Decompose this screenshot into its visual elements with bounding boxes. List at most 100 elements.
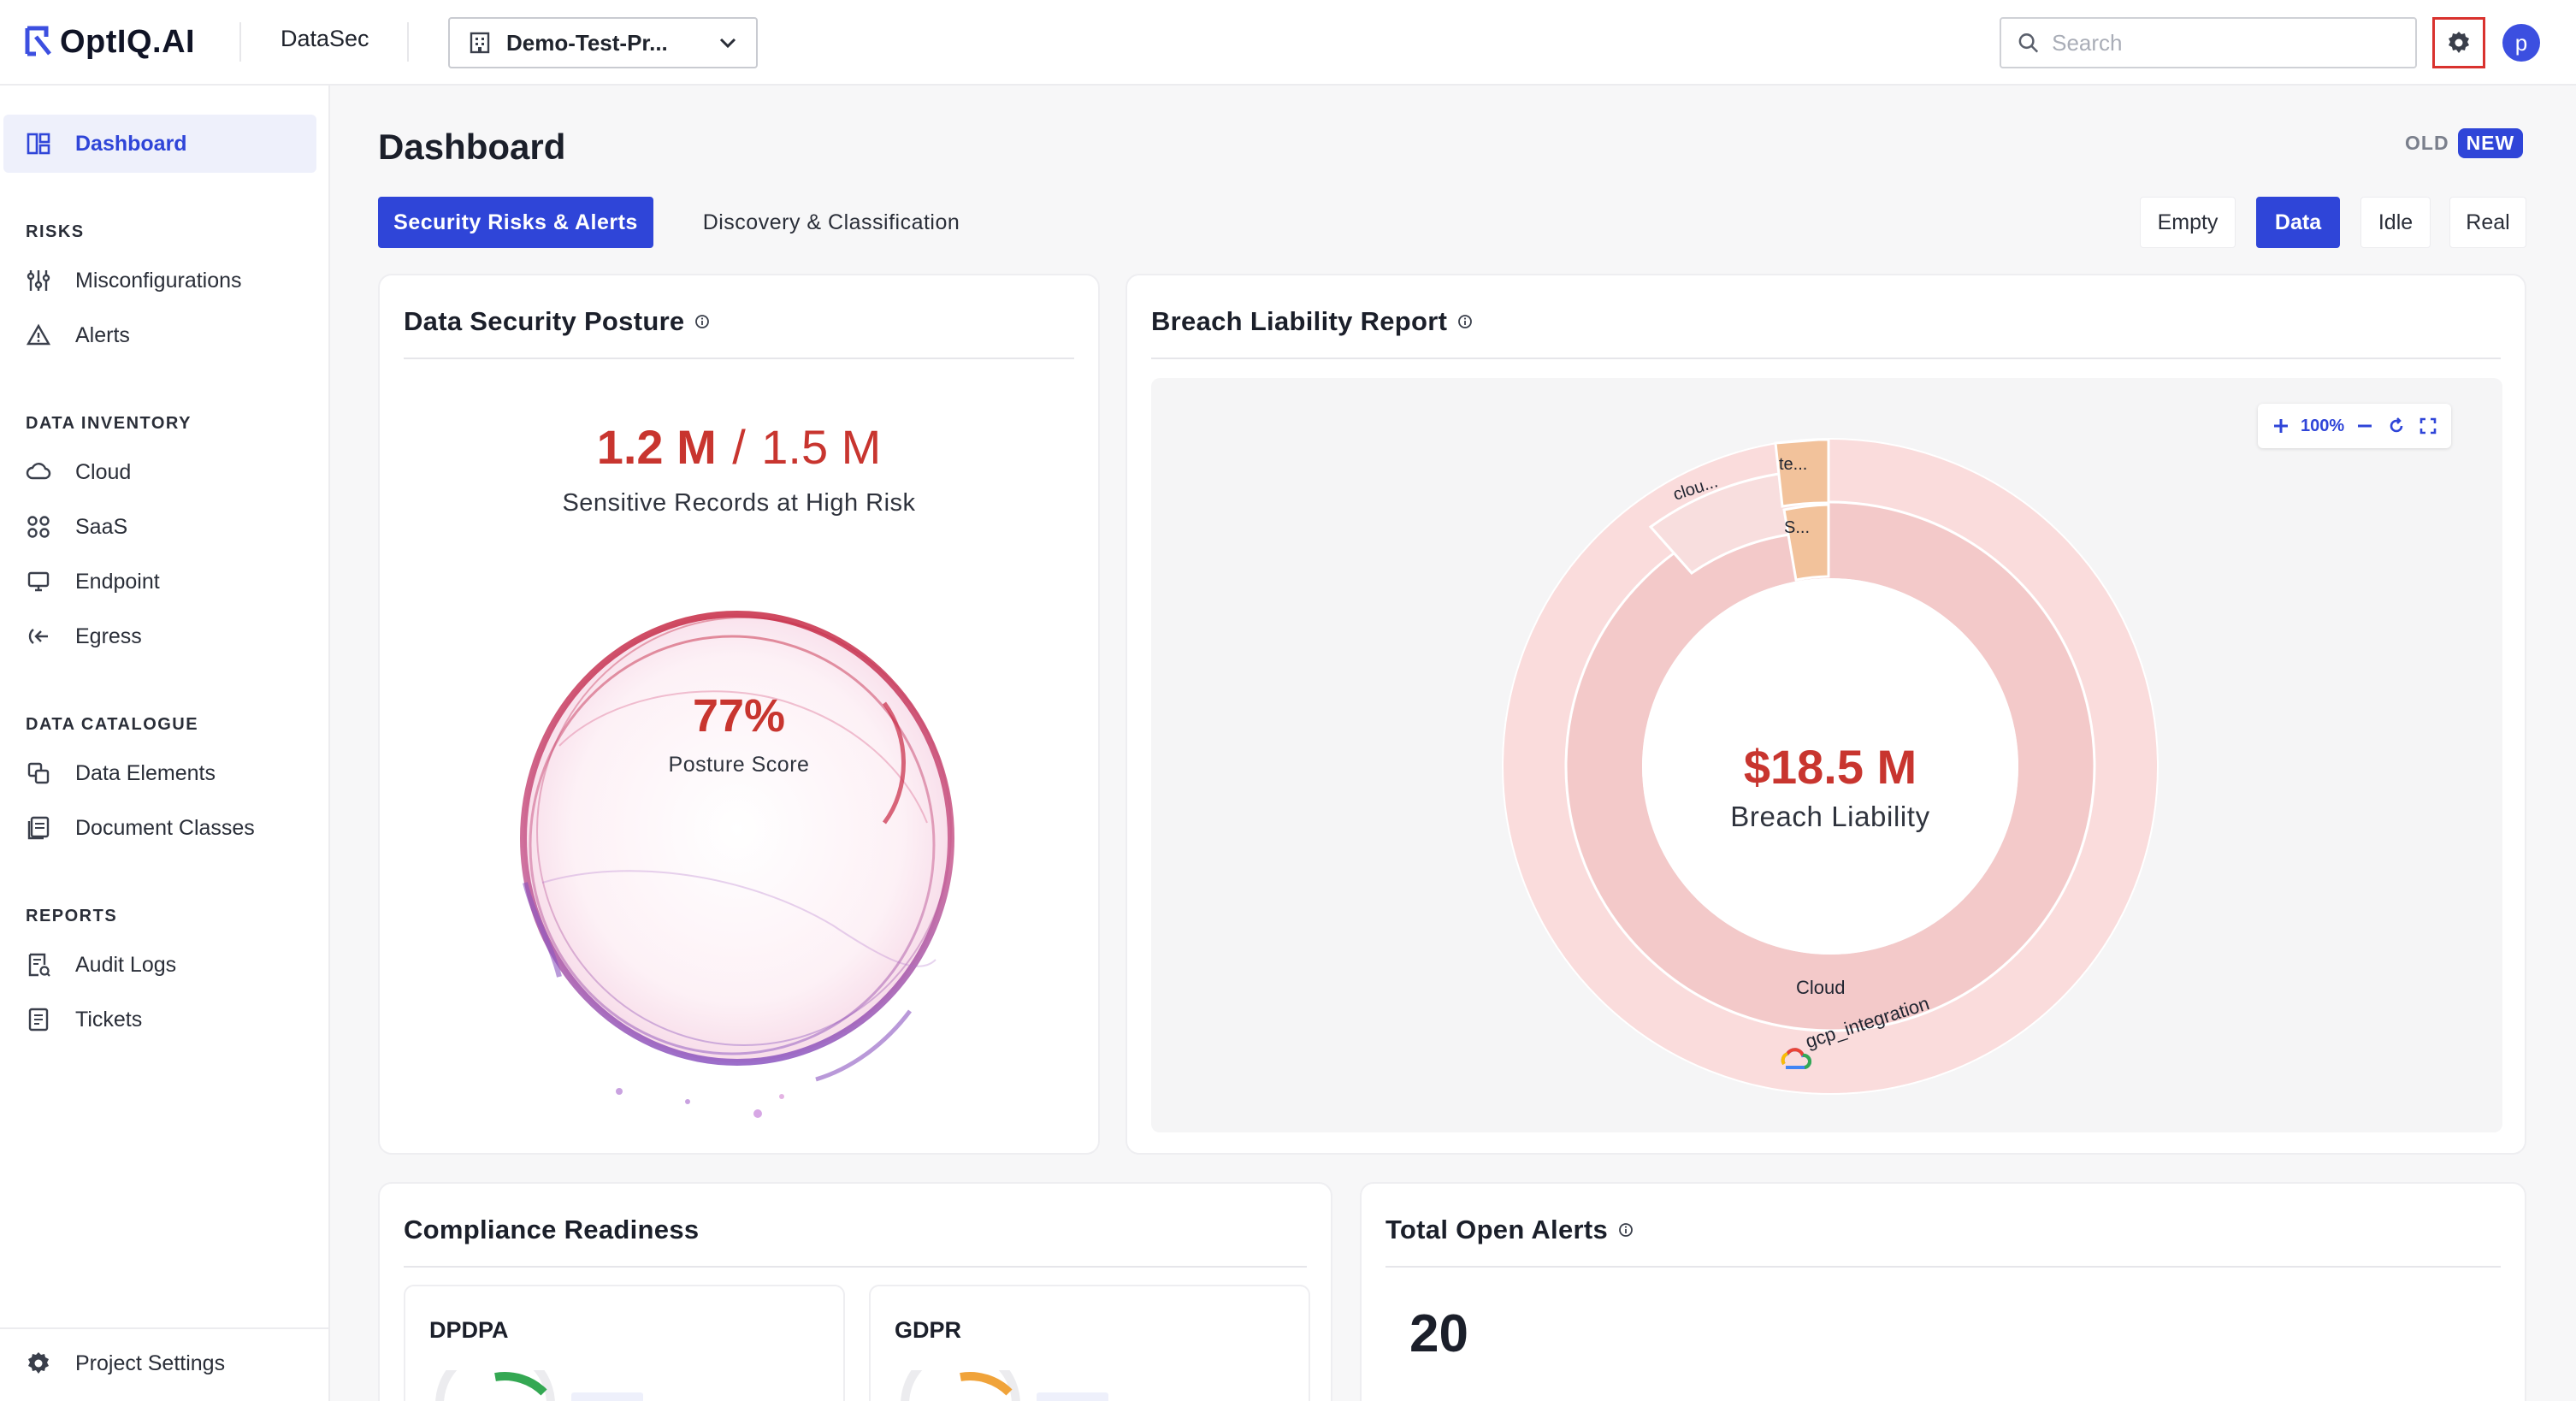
card-title: Compliance Readiness xyxy=(404,1215,699,1245)
segment-label-cloud: Cloud xyxy=(1796,977,1846,998)
minus-icon xyxy=(2357,424,2372,428)
sliders-icon xyxy=(26,268,51,293)
framework-name: DPDPA xyxy=(429,1317,509,1343)
search-input[interactable] xyxy=(2052,29,2400,56)
breach-amount-label: Breach Liability xyxy=(1730,801,1930,832)
sidebar-item-label: Tickets xyxy=(75,1007,143,1032)
mode-idle-button[interactable]: Idle xyxy=(2360,197,2431,248)
building-icon xyxy=(470,32,490,54)
card-title: Total Open Alerts xyxy=(1385,1215,1634,1245)
search-box[interactable] xyxy=(2000,17,2417,68)
card-title: Data Security Posture xyxy=(404,306,710,337)
page-title: Dashboard xyxy=(378,127,566,167)
records-metric: 1.2 M / 1.5 M xyxy=(380,419,1098,475)
compliance-gdpr-card[interactable]: GDPR xyxy=(869,1285,1310,1401)
mode-data-button[interactable]: Data xyxy=(2256,197,2340,248)
section-title-risks: RISKS xyxy=(26,222,85,241)
sidebar-item-cloud[interactable]: Cloud xyxy=(3,443,316,501)
version-toggle[interactable]: OLD NEW xyxy=(2400,128,2524,158)
tab-security-risks[interactable]: Security Risks & Alerts xyxy=(378,197,653,248)
sidebar-item-misconfigurations[interactable]: Misconfigurations xyxy=(3,251,316,310)
sidebar-item-label: Endpoint xyxy=(75,569,160,594)
fullscreen-button[interactable] xyxy=(2416,414,2440,438)
card-title-text: Breach Liability Report xyxy=(1151,306,1448,336)
compliance-readiness-card: Compliance Readiness DPDPA GDPR xyxy=(378,1182,1332,1401)
sunburst-chart-area[interactable]: 100% xyxy=(1151,378,2502,1132)
divider xyxy=(0,1327,328,1329)
records-separator: / xyxy=(732,420,746,474)
gdpr-gauge xyxy=(901,1370,1020,1401)
sidebar-item-label: Egress xyxy=(75,624,142,648)
old-toggle[interactable]: OLD xyxy=(2405,132,2449,154)
open-alerts-count: 20 xyxy=(1409,1304,1468,1363)
card-title-text: Data Security Posture xyxy=(404,306,685,336)
project-select[interactable]: Demo-Test-Pr... xyxy=(448,17,758,68)
sidebar-item-label: SaaS xyxy=(75,514,128,539)
sidebar-item-project-settings[interactable]: Project Settings xyxy=(3,1334,316,1392)
divider xyxy=(239,22,241,62)
sidebar-item-label: Misconfigurations xyxy=(75,268,242,293)
info-icon[interactable] xyxy=(1618,1222,1634,1238)
sidebar-item-document-classes[interactable]: Document Classes xyxy=(3,799,316,857)
brand-logo[interactable]: OptIQ.AI xyxy=(24,21,195,63)
chevron-down-icon xyxy=(719,38,736,49)
dashboard-icon xyxy=(26,131,51,157)
records-total: 1.5 M xyxy=(761,420,882,474)
settings-button[interactable] xyxy=(2432,17,2485,68)
sidebar-item-dashboard[interactable]: Dashboard xyxy=(3,115,316,173)
app-name: DataSec xyxy=(281,26,369,51)
segment-label-te: te... xyxy=(1779,455,1808,474)
framework-name: GDPR xyxy=(895,1317,962,1343)
sidebar-item-label: Dashboard xyxy=(75,131,187,156)
mode-real-button[interactable]: Real xyxy=(2449,197,2526,248)
divider xyxy=(404,1266,1307,1268)
dpdpa-gauge xyxy=(435,1370,555,1401)
plus-icon xyxy=(2273,419,2288,433)
compliance-dpdpa-card[interactable]: DPDPA xyxy=(404,1285,845,1401)
new-toggle[interactable]: NEW xyxy=(2457,128,2524,158)
sidebar-item-data-elements[interactable]: Data Elements xyxy=(3,744,316,802)
zoom-in-button[interactable] xyxy=(2269,414,2293,438)
sidebar-item-label: Document Classes xyxy=(75,815,255,840)
outer-ring-gcp-integration[interactable] xyxy=(1503,439,2158,1094)
divider xyxy=(1151,358,2501,359)
outer-segment-te[interactable] xyxy=(1774,438,1830,508)
section-title-data-inventory: DATA INVENTORY xyxy=(26,414,192,433)
sidebar-item-label: Cloud xyxy=(75,459,132,484)
sidebar-item-alerts[interactable]: Alerts xyxy=(3,306,316,364)
sidebar-item-endpoint[interactable]: Endpoint xyxy=(3,553,316,611)
gear-icon xyxy=(26,1351,51,1376)
sidebar-item-saas[interactable]: SaaS xyxy=(3,498,316,556)
data-security-posture-card: Data Security Posture 1.2 M / 1.5 M Sens… xyxy=(378,274,1100,1155)
sidebar-item-label: Data Elements xyxy=(75,760,216,785)
outer-segment-clou[interactable] xyxy=(1648,469,1820,575)
ticket-icon xyxy=(26,1007,51,1032)
sidebar-item-egress[interactable]: Egress xyxy=(3,607,316,665)
sidebar-item-label: Project Settings xyxy=(75,1351,226,1375)
reset-zoom-button[interactable] xyxy=(2384,414,2408,438)
zoom-controls: 100% xyxy=(2258,404,2451,448)
sidebar-item-tickets[interactable]: Tickets xyxy=(3,990,316,1049)
gcp-logo-icon xyxy=(1781,1048,1812,1069)
section-title-data-catalogue: DATA CATALOGUE xyxy=(26,715,199,734)
records-high-risk: 1.2 M xyxy=(596,420,717,474)
top-bar: OptIQ.AI DataSec Demo-Test-Pr... p xyxy=(0,0,2576,86)
breach-amount: $18.5 M xyxy=(1743,740,1917,794)
search-icon xyxy=(2018,33,2039,53)
grid-icon xyxy=(26,514,51,540)
zoom-out-button[interactable] xyxy=(2353,414,2377,438)
inner-segment-s[interactable] xyxy=(1782,503,1830,582)
breach-liability-card: Breach Liability Report 100% xyxy=(1126,274,2526,1155)
gauge-value-placeholder xyxy=(1037,1392,1108,1401)
fullscreen-icon xyxy=(2419,417,2437,434)
user-avatar[interactable]: p xyxy=(2502,24,2540,62)
posture-score: 77% xyxy=(692,690,786,742)
info-icon[interactable] xyxy=(1457,314,1473,329)
posture-sphere xyxy=(520,611,954,1118)
logo-mark-icon xyxy=(25,26,51,56)
sidebar-item-audit-logs[interactable]: Audit Logs xyxy=(3,936,316,994)
inner-ring-cloud[interactable] xyxy=(1567,503,2094,1030)
info-icon[interactable] xyxy=(694,314,710,329)
tab-discovery[interactable]: Discovery & Classification xyxy=(702,210,960,234)
mode-empty-button[interactable]: Empty xyxy=(2140,197,2236,248)
